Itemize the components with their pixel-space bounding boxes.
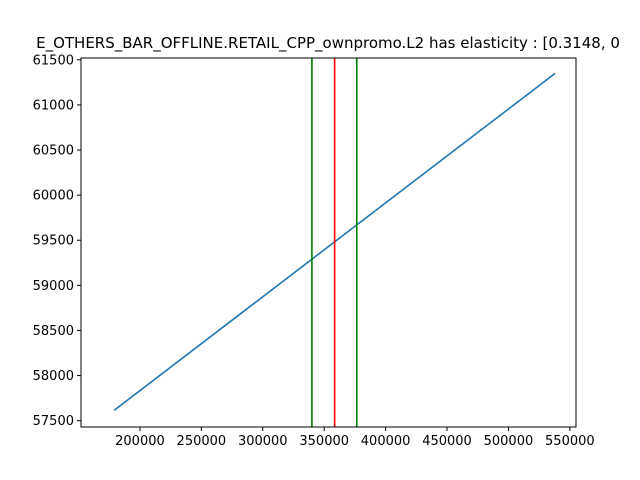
y-tick-label: 60500 (33, 144, 74, 159)
y-axis: 57500 58000 58500 59000 59500 60000 60500 61000… (33, 53, 81, 429)
x-tick-label: 400000 (361, 434, 411, 449)
x-tick-label: 200000 (115, 434, 165, 449)
y-tick-label: 59500 (33, 234, 74, 249)
y-tick-label: 61000 (33, 98, 74, 113)
plot-frame (80, 57, 577, 428)
x-tick-label: 450000 (422, 434, 472, 449)
y-tick-label: 59000 (33, 279, 74, 294)
y-tick-label: 61500 (33, 53, 74, 68)
x-tick-label: 300000 (238, 434, 288, 449)
chart-title: E_OTHERS_BAR_OFFLINE.RETAIL_CPP_ownpromo… (36, 34, 620, 53)
y-tick-label: 58000 (33, 369, 74, 384)
y-tick-label: 58500 (33, 324, 74, 339)
x-tick-label: 350000 (299, 434, 349, 449)
x-tick-label: 500000 (484, 434, 534, 449)
x-tick-label: 250000 (177, 434, 227, 449)
x-tick-label: 550000 (545, 434, 595, 449)
y-tick-label: 60000 (33, 189, 74, 204)
y-tick-label: 57500 (33, 414, 74, 429)
x-axis: 200000 250000 300000 350000 400000 450000 5000… (115, 427, 595, 449)
